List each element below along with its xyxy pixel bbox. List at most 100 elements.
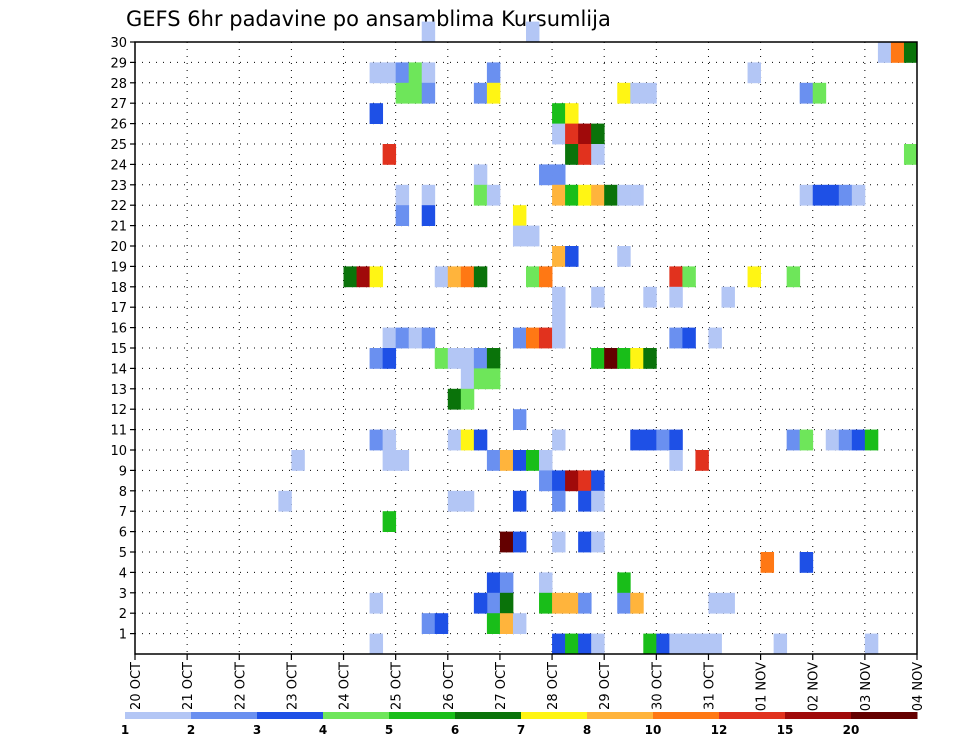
heatmap-cell bbox=[903, 144, 918, 165]
heatmap-cell bbox=[539, 470, 553, 492]
heatmap-cell bbox=[773, 633, 788, 655]
heatmap-cell bbox=[591, 348, 605, 369]
x-tick-label: 29 OCT bbox=[598, 662, 613, 710]
x-tick-label: 24 OCT bbox=[338, 662, 353, 710]
heatmap-cell bbox=[682, 327, 696, 349]
y-tick-label: 12 bbox=[110, 403, 127, 418]
heatmap-cell bbox=[486, 572, 501, 594]
y-tick-label: 11 bbox=[110, 424, 127, 439]
colorbar-swatch bbox=[785, 712, 852, 719]
colorbar-swatch bbox=[851, 712, 918, 719]
heatmap-cell bbox=[382, 450, 397, 471]
heatmap-cell bbox=[552, 531, 566, 553]
heatmap-cell bbox=[578, 184, 592, 206]
heatmap-cell bbox=[669, 327, 683, 349]
heatmap-cell bbox=[499, 450, 514, 471]
heatmap-cell bbox=[786, 266, 801, 288]
heatmap-cell bbox=[526, 21, 540, 43]
heatmap-cell bbox=[369, 633, 384, 655]
heatmap-cell bbox=[473, 266, 488, 288]
x-tick-label: 23 OCT bbox=[285, 662, 300, 710]
colorbar-label: 12 bbox=[711, 723, 728, 737]
heatmap-cell bbox=[512, 327, 527, 349]
heatmap-cell bbox=[473, 184, 488, 206]
heatmap-cell bbox=[447, 490, 462, 512]
heatmap-cell bbox=[617, 572, 631, 594]
y-tick-label: 24 bbox=[110, 158, 127, 173]
heatmap-cell bbox=[565, 103, 579, 124]
heatmap-cell bbox=[799, 82, 814, 104]
y-tick-label: 25 bbox=[110, 138, 127, 153]
heatmap-cell bbox=[434, 348, 449, 369]
x-tick-label: 21 OCT bbox=[181, 662, 196, 710]
heatmap-cell bbox=[747, 266, 761, 288]
heatmap-cell bbox=[447, 348, 462, 369]
heatmap-cell bbox=[721, 592, 735, 614]
heatmap-cell bbox=[473, 368, 488, 390]
heatmap-cell bbox=[747, 62, 761, 84]
heatmap-cell bbox=[395, 184, 410, 206]
heatmap-cell bbox=[591, 490, 605, 512]
colorbar-swatch bbox=[653, 712, 720, 719]
colorbar-label: 15 bbox=[777, 723, 794, 737]
heatmap-cell bbox=[473, 164, 488, 186]
heatmap-cell bbox=[539, 266, 553, 288]
heatmap-cell bbox=[630, 82, 644, 104]
y-tick-label: 1 bbox=[119, 628, 127, 643]
y-tick-label: 6 bbox=[119, 526, 127, 541]
heatmap-cell bbox=[578, 633, 592, 655]
heatmap-cell bbox=[460, 368, 475, 390]
heatmap-cell bbox=[578, 490, 592, 512]
x-tick-label: 01 NOV bbox=[755, 662, 770, 711]
y-tick-label: 22 bbox=[110, 199, 127, 214]
heatmap-cell bbox=[630, 429, 644, 451]
heatmap-cell bbox=[643, 286, 657, 308]
heatmap-cell bbox=[512, 490, 527, 512]
heatmap-cell bbox=[552, 470, 566, 492]
heatmap-cell bbox=[838, 184, 853, 206]
colorbar-label: 10 bbox=[645, 723, 662, 737]
y-tick-label: 21 bbox=[110, 220, 127, 235]
heatmap-cell bbox=[643, 633, 657, 655]
heatmap-cell bbox=[591, 286, 605, 308]
heatmap-cell bbox=[786, 429, 801, 451]
colorbar-label: 1 bbox=[121, 723, 129, 737]
colorbar-swatch bbox=[191, 712, 258, 719]
heatmap-cell bbox=[369, 103, 384, 124]
heatmap-cell bbox=[512, 205, 527, 226]
heatmap-cell bbox=[643, 429, 657, 451]
heatmap-cell bbox=[812, 184, 827, 206]
heatmap-cell bbox=[408, 82, 423, 104]
heatmap-cell bbox=[760, 552, 775, 573]
colorbar-swatch bbox=[257, 712, 324, 719]
heatmap-cell bbox=[421, 613, 436, 634]
heatmap-cell bbox=[552, 592, 566, 614]
heatmap-cell bbox=[434, 613, 449, 634]
heatmap-cell bbox=[526, 266, 540, 288]
heatmap-cell bbox=[408, 62, 423, 84]
y-tick-label: 14 bbox=[110, 362, 127, 377]
y-tick-label: 8 bbox=[119, 485, 127, 500]
x-tick-label: 31 OCT bbox=[702, 662, 717, 710]
heatmap-cell bbox=[552, 286, 566, 308]
heatmap-cell bbox=[669, 633, 683, 655]
heatmap-cell bbox=[617, 348, 631, 369]
heatmap-cell bbox=[512, 450, 527, 471]
y-tick-label: 18 bbox=[110, 281, 127, 296]
heatmap-cell bbox=[552, 164, 566, 186]
heatmap-cell bbox=[578, 531, 592, 553]
heatmap-cell bbox=[382, 348, 397, 369]
y-tick-label: 15 bbox=[110, 342, 127, 357]
heatmap-cell bbox=[499, 613, 514, 634]
heatmap-cell bbox=[460, 266, 475, 288]
heatmap-cell bbox=[395, 62, 410, 84]
heatmap-cell bbox=[499, 592, 514, 614]
heatmap-cell bbox=[591, 633, 605, 655]
heatmap-cell bbox=[539, 327, 553, 349]
x-tick-label: 27 OCT bbox=[494, 662, 509, 710]
heatmap-cell bbox=[395, 205, 410, 226]
heatmap-cell bbox=[291, 450, 305, 471]
heatmap-cell bbox=[369, 592, 384, 614]
heatmap-cell bbox=[512, 409, 527, 430]
y-tick-label: 20 bbox=[110, 240, 127, 255]
